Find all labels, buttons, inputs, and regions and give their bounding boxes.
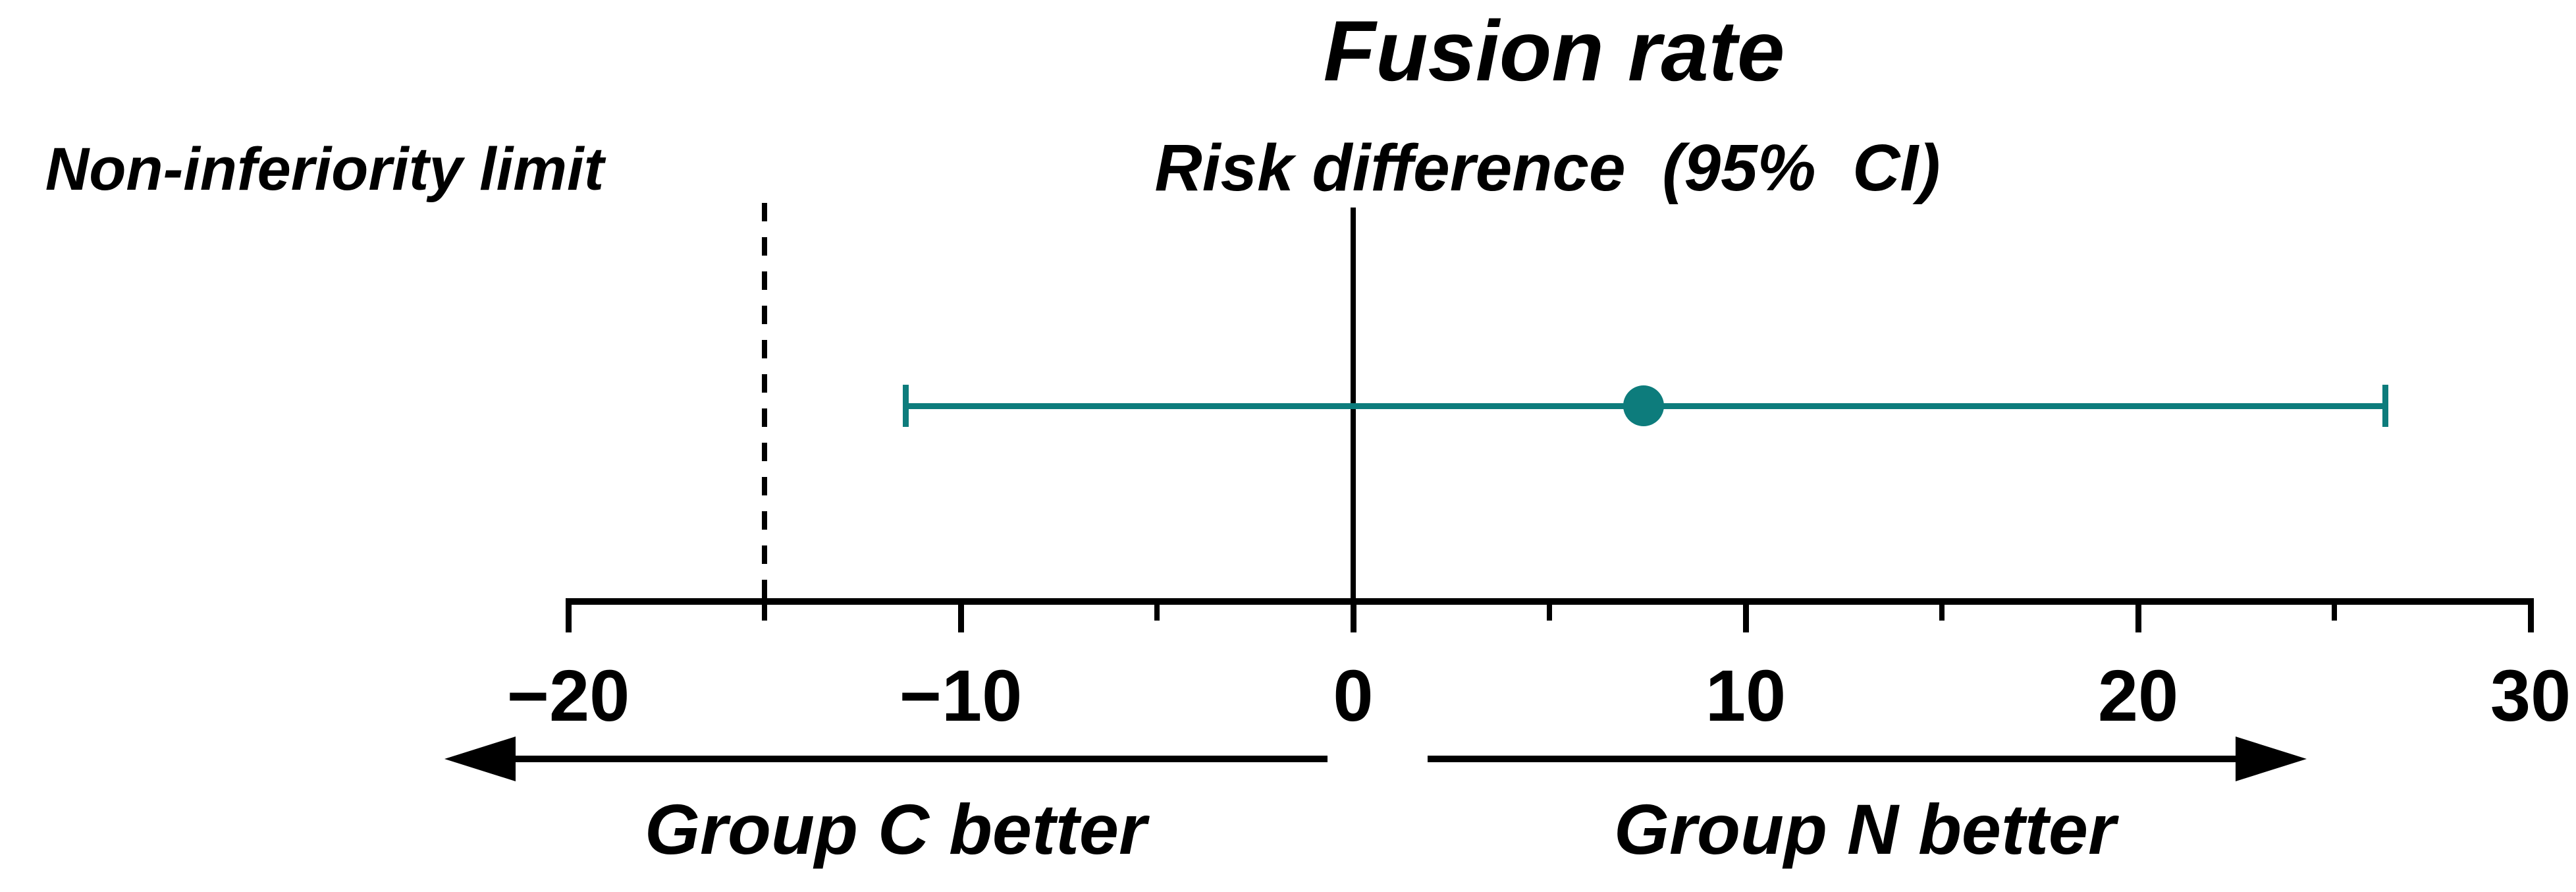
ci-cap-right bbox=[2382, 385, 2388, 427]
left-arrowhead-icon bbox=[444, 737, 516, 781]
non-inferiority-limit-label: Non-inferiority limit bbox=[45, 136, 604, 203]
chart-title: Fusion rate bbox=[1323, 3, 1785, 99]
x-axis-tick-label: 0 bbox=[1333, 655, 1374, 737]
point-estimate-marker bbox=[1623, 385, 1665, 426]
non-inferiority-dashed-line bbox=[762, 203, 767, 598]
x-axis-minor-tick bbox=[1547, 598, 1552, 621]
x-axis-major-tick bbox=[2527, 598, 2534, 632]
x-axis-tick-label: 10 bbox=[1705, 655, 1786, 737]
x-axis-tick-label: −20 bbox=[506, 655, 630, 737]
x-axis-minor-tick bbox=[1154, 598, 1160, 621]
ci-cap-left bbox=[903, 385, 909, 427]
right-arrowhead-icon bbox=[2236, 737, 2307, 781]
x-axis-tick-label: 30 bbox=[2490, 655, 2571, 737]
x-axis-tick-label: 20 bbox=[2097, 655, 2179, 737]
x-axis-major-tick bbox=[565, 598, 572, 632]
chart-subtitle: Risk difference (95% CI) bbox=[1154, 131, 1941, 205]
x-axis-minor-tick bbox=[2332, 598, 2337, 621]
left-arrow-line bbox=[516, 756, 1328, 762]
x-axis-major-tick bbox=[1742, 598, 1749, 632]
right-arrow-line bbox=[1428, 756, 2236, 762]
x-axis-tick-label: −10 bbox=[899, 655, 1023, 737]
group-n-better-label: Group N better bbox=[1613, 789, 2116, 869]
zero-reference-line bbox=[1351, 208, 1356, 632]
group-c-better-label: Group C better bbox=[644, 789, 1147, 869]
x-axis-minor-tick bbox=[762, 598, 767, 621]
x-axis-major-tick bbox=[957, 598, 964, 632]
x-axis-minor-tick bbox=[1939, 598, 1945, 621]
x-axis-major-tick bbox=[2135, 598, 2141, 632]
